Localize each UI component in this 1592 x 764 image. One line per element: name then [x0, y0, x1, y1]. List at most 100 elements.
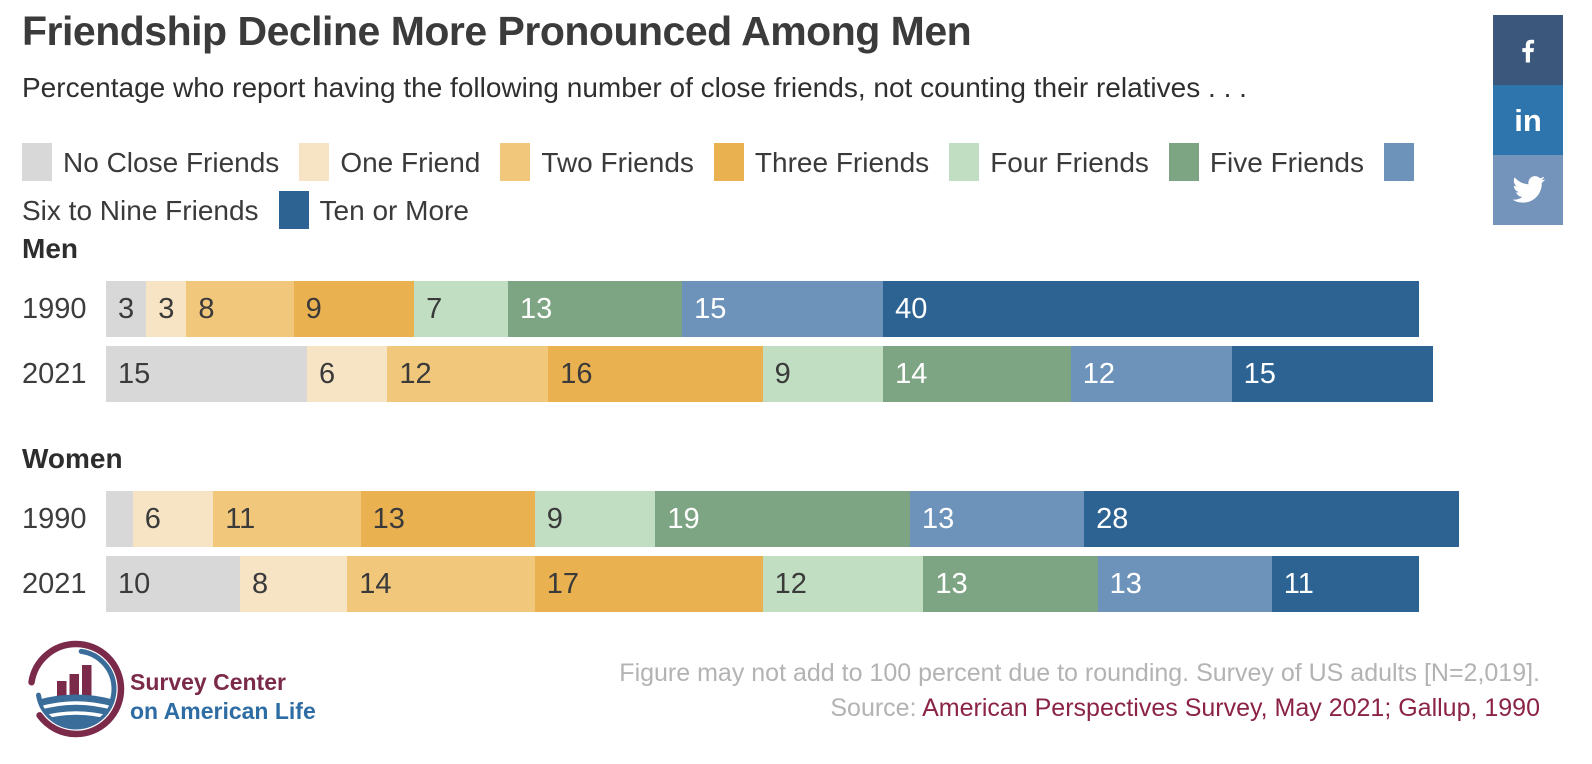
page-subtitle: Percentage who report having the followi…: [22, 72, 1247, 103]
bar-segment: 15: [682, 281, 884, 337]
legend-swatch: [299, 143, 330, 181]
bar-segment: 40: [883, 281, 1420, 337]
segment-value: 14: [895, 357, 928, 390]
bar-segment: 12: [762, 556, 924, 612]
legend-item: No Close Friends: [22, 143, 293, 181]
legend-label: One Friend: [340, 147, 481, 178]
segment-value: 13: [1109, 567, 1142, 600]
legend-label: Six to Nine Friends: [22, 195, 259, 226]
bar-row-women-2021: 2021 10 8 14 17 12 13 13 11: [22, 556, 1562, 612]
segment-value: 8: [252, 567, 269, 600]
segment-value: 11: [225, 502, 256, 535]
segment-value: 3: [158, 292, 175, 325]
bar-segment: 13: [1097, 556, 1272, 612]
stacked-bar-chart: Men 1990 3 3 8 9 7 13 15 40 2021 15 6 12 16 9 14 12 15 Wome…: [22, 232, 1562, 652]
legend-item: Six to Nine Friends: [22, 143, 1425, 226]
legend-label: Four Friends: [990, 147, 1149, 178]
segment-value: 13: [935, 567, 968, 600]
segment-value: 10: [118, 567, 151, 600]
segment-value: 6: [319, 357, 336, 390]
legend-swatch: [713, 143, 744, 181]
segment-value: 12: [774, 567, 807, 600]
segment-value: 13: [372, 502, 405, 535]
legend-item: Four Friends: [949, 143, 1163, 181]
bar-segment: 16: [548, 346, 763, 402]
bar-segment: 28: [1084, 491, 1460, 547]
segment-value: 7: [426, 292, 443, 325]
segment-value: 3: [118, 292, 135, 325]
chart-group-women: Women 1990 6 11 13 9 19 13 28 2021 10 8 14 17 12 13 13 11: [22, 442, 1562, 612]
segment-value: 15: [118, 357, 151, 390]
segment-value: 14: [359, 567, 392, 600]
source-line: Source: American Perspectives Survey, Ma…: [619, 691, 1540, 726]
legend-item: Three Friends: [713, 143, 943, 181]
segment-value: 6: [144, 502, 161, 535]
bar-segment: 19: [655, 491, 910, 547]
bar-segment: 12: [387, 346, 549, 402]
footer-notes: Figure may not add to 100 percent due to…: [619, 656, 1540, 726]
segment-value: 15: [1243, 357, 1276, 390]
bar-segment: 15: [1231, 346, 1433, 402]
legend-item: Two Friends: [500, 143, 708, 181]
bar-segment: 3: [146, 281, 187, 337]
segment-value: 11: [1283, 567, 1314, 600]
legend-label: Five Friends: [1209, 147, 1364, 178]
bar-segment: 13: [360, 491, 535, 547]
bar-segment: 3: [106, 281, 147, 337]
facebook-share-button[interactable]: [1493, 15, 1563, 85]
legend-swatch: [500, 143, 531, 181]
twitter-icon: [1512, 176, 1546, 203]
segment-value: 9: [305, 292, 322, 325]
legend-label: Three Friends: [754, 147, 930, 178]
bar-segment: 9: [534, 491, 656, 547]
bar-track: 10 8 14 17 12 13 13 11: [106, 556, 1420, 612]
bar-segment: 17: [534, 556, 763, 612]
legend-label: Ten or More: [319, 195, 469, 226]
bar-segment: 13: [507, 281, 683, 337]
chart-legend: No Close Friends One Friend Two Friends Thr…: [22, 139, 1462, 235]
bar-track: 15 6 12 16 9 14 12 15: [106, 346, 1433, 402]
bar-segment: [106, 491, 133, 547]
linkedin-share-button[interactable]: in: [1493, 85, 1563, 155]
legend-item: Ten or More: [278, 191, 483, 229]
segment-value: 12: [1082, 357, 1116, 390]
segment-value: 28: [1096, 502, 1129, 535]
legend-label: No Close Friends: [63, 147, 280, 178]
row-year-label: 1990: [22, 292, 87, 325]
twitter-share-button[interactable]: [1493, 155, 1563, 225]
segment-value: 9: [774, 357, 791, 390]
source-prefix: Source:: [830, 694, 923, 722]
bar-segment: 11: [213, 491, 361, 547]
bar-segment: 14: [883, 346, 1071, 402]
group-title: Women: [22, 443, 123, 474]
logo-line-2: on American Life: [130, 698, 316, 724]
bar-segment: 11: [1271, 556, 1420, 612]
segment-value: 16: [560, 357, 593, 390]
linkedin-icon: in: [1514, 102, 1542, 138]
bar-segment: 7: [414, 281, 508, 337]
row-year-label: 2021: [22, 567, 87, 600]
legend-item: Five Friends: [1168, 143, 1378, 181]
bar-row-men-1990: 1990 3 3 8 9 7 13 15 40: [22, 281, 1562, 337]
bar-segment: 6: [307, 346, 388, 402]
logo-line-1: Survey Center: [130, 669, 286, 695]
segment-value: 8: [198, 292, 215, 325]
bar-track: 6 11 13 9 19 13 28: [106, 491, 1460, 547]
segment-value: 15: [694, 292, 727, 325]
bar-row-women-1990: 1990 6 11 13 9 19 13 28: [22, 491, 1562, 547]
legend-swatch: [1168, 143, 1199, 181]
row-year-label: 1990: [22, 502, 87, 535]
bar-segment: 8: [186, 281, 294, 337]
bar-segment: 15: [106, 346, 307, 402]
bar-segment: 8: [240, 556, 348, 612]
legend-swatch: [278, 191, 309, 229]
legend-swatch: [22, 143, 52, 181]
bar-segment: 13: [909, 491, 1085, 547]
segment-value: 13: [921, 502, 955, 535]
group-title: Men: [22, 233, 78, 264]
legend-swatch: [949, 143, 980, 181]
rounding-note: Figure may not add to 100 percent due to…: [619, 659, 1540, 687]
bar-segment: 9: [293, 281, 415, 337]
segment-value: 13: [519, 292, 553, 325]
